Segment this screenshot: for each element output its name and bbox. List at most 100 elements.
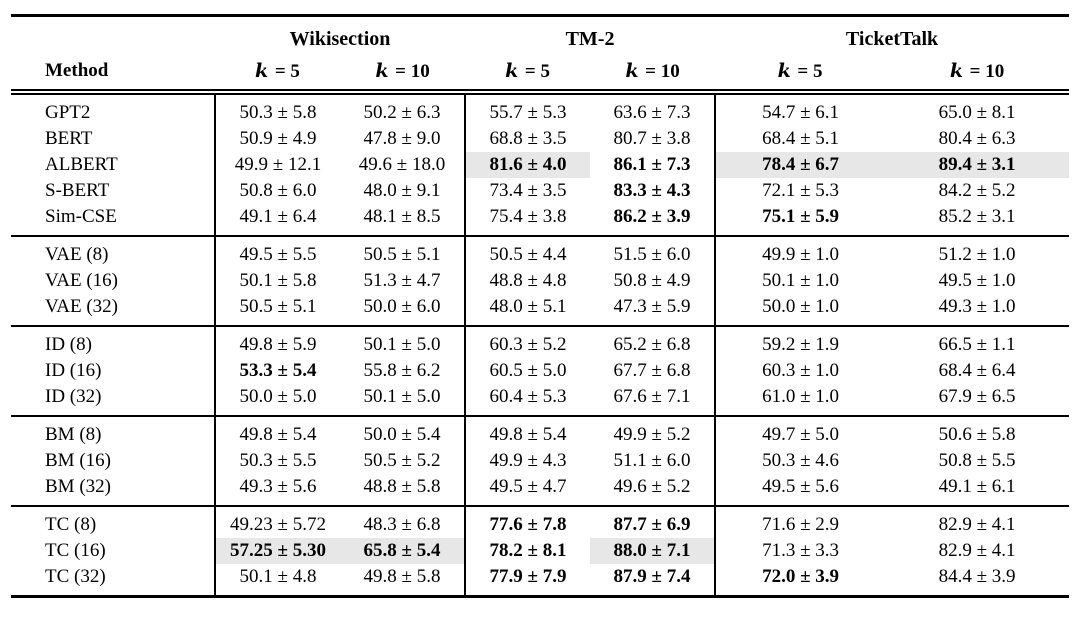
k-header-wikisection-5: k = 5 bbox=[215, 53, 340, 92]
k-variable: k bbox=[375, 59, 389, 82]
group-header-tickettalk: TicketTalk bbox=[845, 28, 939, 50]
table-row: Sim-CSE 49.1 ± 6.4 48.1 ± 8.5 75.4 ± 3.8 86.… bbox=[11, 204, 1069, 236]
value-cell: 50.1 ± 4.8 bbox=[214, 564, 340, 597]
value-cell: 60.3 ± 5.2 bbox=[464, 326, 591, 358]
table-row: VAE (32) 50.5 ± 5.1 50.0 ± 6.0 48.0 ± 5.1 47… bbox=[11, 294, 1069, 326]
table-row: TC (32) 50.1 ± 4.8 49.8 ± 5.8 77.9 ± 7.9 87.… bbox=[11, 564, 1069, 597]
method-cell: ALBERT bbox=[45, 154, 118, 175]
method-cell: BM (8) bbox=[45, 424, 102, 445]
k-variable: k bbox=[505, 59, 519, 82]
value-cell: 80.4 ± 6.3 bbox=[938, 128, 1016, 149]
value-cell: 78.2 ± 8.1 bbox=[464, 538, 591, 564]
value-cell: 49.7 ± 5.0 bbox=[714, 416, 886, 448]
value-cell: 65.8 ± 5.4 bbox=[340, 538, 466, 564]
method-cell: BM (32) bbox=[45, 476, 111, 497]
value-cell: 48.8 ± 4.8 bbox=[464, 268, 591, 294]
k-header-tm2-5: k = 5 bbox=[465, 53, 590, 92]
table-row: S-BERT 50.8 ± 6.0 48.0 ± 9.1 73.4 ± 3.5 83.3… bbox=[11, 178, 1069, 204]
value-cell: 49.6 ± 5.2 bbox=[613, 476, 691, 497]
k-header-tm2-10: k = 10 bbox=[590, 53, 715, 92]
value-cell: 57.25 ± 5.30 bbox=[214, 538, 340, 564]
value-cell: 66.5 ± 1.1 bbox=[938, 334, 1016, 355]
value-cell: 50.0 ± 5.0 bbox=[214, 384, 340, 416]
value-cell: 55.7 ± 5.3 bbox=[464, 92, 591, 126]
value-cell: 84.4 ± 3.9 bbox=[938, 566, 1016, 587]
value-cell: 61.0 ± 1.0 bbox=[714, 384, 886, 416]
k-variable: k bbox=[949, 59, 964, 82]
value-cell: 51.1 ± 6.0 bbox=[613, 450, 691, 471]
table-row: TC (8) 49.23 ± 5.72 48.3 ± 6.8 77.6 ± 7.8 87… bbox=[11, 506, 1069, 538]
method-cell: Sim-CSE bbox=[45, 206, 117, 227]
value-cell: 49.8 ± 5.9 bbox=[214, 326, 340, 358]
value-cell: 78.4 ± 6.7 bbox=[714, 152, 886, 178]
method-cell: TC (16) bbox=[45, 540, 106, 561]
k-value: = 5 bbox=[797, 60, 823, 82]
value-cell: 50.6 ± 5.8 bbox=[938, 424, 1016, 445]
value-cell: 50.0 ± 1.0 bbox=[714, 294, 886, 326]
value-cell: 63.6 ± 7.3 bbox=[613, 102, 691, 123]
value-cell: 49.3 ± 1.0 bbox=[938, 296, 1016, 317]
method-cell: VAE (32) bbox=[45, 296, 119, 317]
value-cell: 88.0 ± 7.1 bbox=[590, 538, 716, 564]
value-cell: 49.3 ± 5.6 bbox=[214, 474, 340, 506]
value-cell: 51.2 ± 1.0 bbox=[938, 244, 1016, 265]
table-header: Wikisection TM-2 TicketTalk Method k = 5 … bbox=[11, 16, 1070, 92]
table-row: GPT2 50.3 ± 5.8 50.2 ± 6.3 55.7 ± 5.3 63.6 ±… bbox=[11, 92, 1069, 126]
value-cell: 49.1 ± 6.1 bbox=[938, 476, 1016, 497]
value-cell: 86.1 ± 7.3 bbox=[613, 154, 691, 175]
value-cell: 87.9 ± 7.4 bbox=[613, 566, 691, 587]
method-cell: BERT bbox=[45, 128, 93, 149]
k-value: = 10 bbox=[395, 60, 430, 82]
value-cell: 48.1 ± 8.5 bbox=[363, 206, 441, 227]
value-cell: 49.23 ± 5.72 bbox=[214, 506, 340, 538]
value-cell: 49.5 ± 1.0 bbox=[938, 270, 1016, 291]
value-cell: 49.9 ± 4.3 bbox=[464, 448, 591, 474]
value-cell: 87.7 ± 6.9 bbox=[613, 514, 691, 535]
table-row: VAE (16) 50.1 ± 5.8 51.3 ± 4.7 48.8 ± 4.8 50… bbox=[11, 268, 1069, 294]
k-value: = 10 bbox=[645, 60, 680, 82]
value-cell: 86.2 ± 3.9 bbox=[613, 206, 691, 227]
method-cell: VAE (16) bbox=[45, 270, 119, 291]
value-cell: 50.8 ± 6.0 bbox=[214, 178, 340, 204]
value-cell: 85.2 ± 3.1 bbox=[938, 206, 1016, 227]
results-table: Wikisection TM-2 TicketTalk Method k = 5 … bbox=[11, 14, 1070, 598]
value-cell: 59.2 ± 1.9 bbox=[714, 326, 886, 358]
method-cell: TC (32) bbox=[45, 566, 106, 587]
table-block-bm: BM (8) 49.8 ± 5.4 50.0 ± 5.4 49.8 ± 5.4 49.9… bbox=[11, 416, 1070, 506]
k-header-tickettalk-5: k = 5 bbox=[715, 53, 885, 92]
value-cell: 55.8 ± 6.2 bbox=[363, 360, 441, 381]
method-column-header: Method bbox=[45, 60, 109, 81]
method-cell: BM (16) bbox=[45, 450, 111, 471]
method-cell: S-BERT bbox=[45, 180, 110, 201]
value-cell: 51.3 ± 4.7 bbox=[363, 270, 441, 291]
value-cell: 50.5 ± 5.2 bbox=[363, 450, 441, 471]
value-cell: 50.5 ± 5.1 bbox=[214, 294, 340, 326]
value-cell: 50.8 ± 5.5 bbox=[938, 450, 1016, 471]
value-cell: 72.0 ± 3.9 bbox=[714, 564, 886, 597]
method-cell: ID (32) bbox=[45, 386, 102, 407]
group-header-row: Wikisection TM-2 TicketTalk bbox=[11, 16, 1069, 54]
value-cell: 54.7 ± 6.1 bbox=[714, 92, 886, 126]
value-cell: 71.3 ± 3.3 bbox=[714, 538, 886, 564]
value-cell: 49.9 ± 1.0 bbox=[714, 236, 886, 268]
value-cell: 49.1 ± 6.4 bbox=[214, 204, 340, 236]
value-cell: 68.8 ± 3.5 bbox=[464, 126, 591, 152]
method-cell: ID (16) bbox=[45, 360, 102, 381]
value-cell: 49.9 ± 5.2 bbox=[613, 424, 691, 445]
table-row: VAE (8) 49.5 ± 5.5 50.5 ± 5.1 50.5 ± 4.4 51.… bbox=[11, 236, 1069, 268]
value-cell: 50.1 ± 5.0 bbox=[363, 334, 441, 355]
value-cell: 83.3 ± 4.3 bbox=[613, 180, 691, 201]
value-cell: 84.2 ± 5.2 bbox=[938, 180, 1016, 201]
k-variable: k bbox=[625, 59, 639, 82]
value-cell: 68.4 ± 6.4 bbox=[938, 360, 1016, 381]
value-cell: 77.9 ± 7.9 bbox=[464, 564, 591, 597]
method-cell: VAE (8) bbox=[45, 244, 109, 265]
value-cell: 50.8 ± 4.9 bbox=[613, 270, 691, 291]
value-cell: 50.3 ± 5.8 bbox=[214, 92, 340, 126]
value-cell: 49.6 ± 18.0 bbox=[358, 154, 446, 175]
value-cell: 67.7 ± 6.8 bbox=[613, 360, 691, 381]
value-cell: 49.8 ± 5.8 bbox=[363, 566, 441, 587]
k-value: = 5 bbox=[524, 60, 550, 82]
value-cell: 89.4 ± 3.1 bbox=[885, 152, 1070, 178]
value-cell: 65.2 ± 6.8 bbox=[613, 334, 691, 355]
